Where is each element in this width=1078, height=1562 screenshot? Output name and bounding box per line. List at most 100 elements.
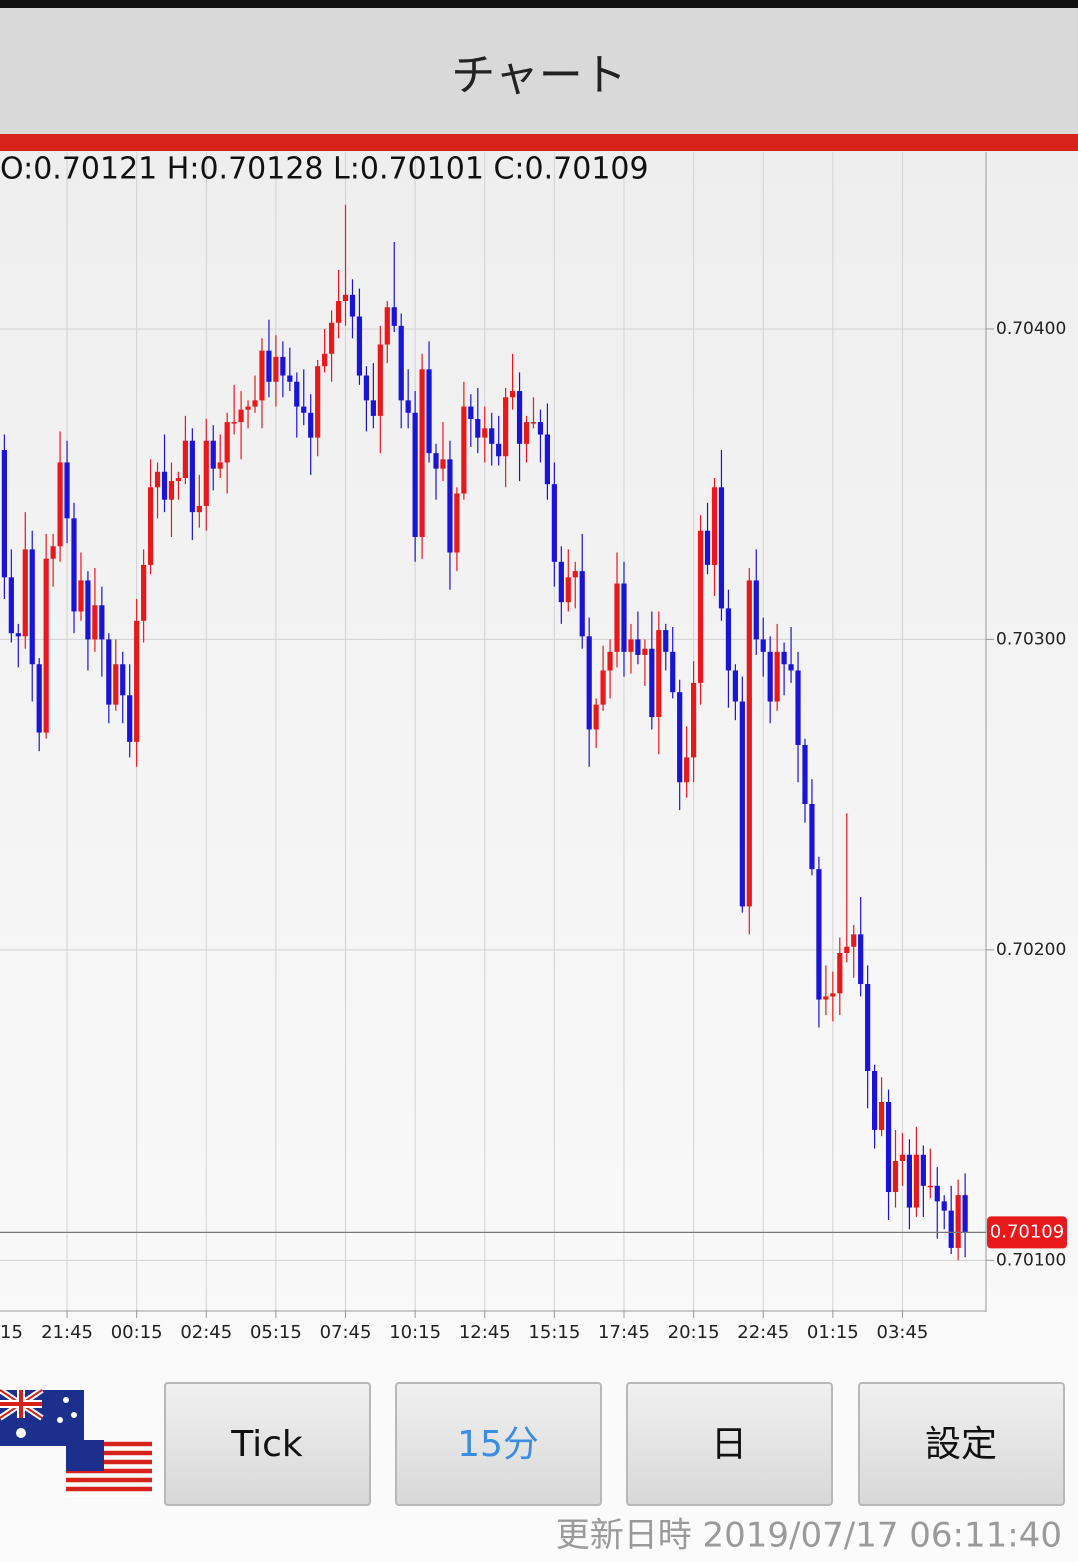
candle-body: [718, 487, 725, 609]
candle-body: [816, 869, 822, 1000]
candle-body: [537, 422, 544, 435]
candle-body: [781, 651, 787, 665]
candle-body: [335, 301, 342, 323]
candle-body: [141, 564, 147, 621]
x-tick-label: 02:45: [180, 1322, 232, 1343]
candle-body: [962, 1195, 968, 1233]
timeframe-button[interactable]: [164, 1382, 371, 1506]
candle-body: [802, 744, 808, 804]
candle-body: [872, 1070, 878, 1130]
candle-body: [175, 477, 182, 482]
candle-body: [809, 803, 815, 870]
status-strip: [0, 0, 1078, 8]
candle-body: [691, 682, 697, 758]
candle-body: [106, 639, 112, 705]
candle-body: [391, 307, 397, 326]
candle-body: [572, 571, 578, 578]
candle-body: [489, 428, 495, 444]
candle-body: [266, 350, 272, 382]
last-price-label: 0.70109: [990, 1221, 1064, 1242]
candle-body: [509, 391, 516, 398]
candle-body: [468, 406, 474, 419]
candle-body: [280, 356, 286, 376]
candle-body: [635, 639, 641, 655]
candle-body: [447, 459, 453, 553]
x-tick-label: 20:15: [668, 1322, 720, 1343]
candle-body: [182, 440, 188, 478]
candle-body: [844, 946, 850, 953]
candle-body: [412, 412, 418, 537]
x-tick-label: 15: [0, 1322, 23, 1343]
candle-body: [405, 400, 411, 413]
candle-body: [50, 546, 56, 559]
candle-body: [294, 381, 300, 407]
candle-body: [231, 422, 237, 424]
candle-body: [120, 664, 126, 696]
candle-body: [433, 453, 439, 469]
candle-body: [426, 369, 432, 454]
x-tick-label: 15:15: [528, 1322, 580, 1343]
candle-body: [454, 493, 460, 553]
candle-body: [530, 422, 537, 424]
timeframe-button[interactable]: [858, 1382, 1065, 1506]
candle-body: [99, 605, 105, 640]
candle-body: [196, 505, 202, 513]
header-title: チャート: [451, 50, 627, 101]
candle-body: [377, 344, 383, 416]
last-price-box: [987, 1216, 1067, 1249]
timeframe-button[interactable]: [626, 1382, 833, 1506]
button-label[interactable]: Tick: [230, 1424, 303, 1465]
candle-body: [496, 443, 502, 457]
y-tick-label: 0.70200: [996, 940, 1066, 960]
candle-body: [440, 459, 446, 469]
candle-body: [934, 1185, 940, 1202]
candle-body: [670, 651, 676, 693]
candle-body: [837, 952, 843, 994]
candle-body: [22, 549, 28, 637]
candle-body: [523, 422, 530, 444]
candle-body: [760, 639, 766, 652]
candle-body: [349, 294, 356, 317]
candle-body: [607, 651, 613, 671]
candle-body: [57, 462, 63, 547]
candle-body: [461, 406, 467, 494]
candle-body: [656, 630, 662, 718]
y-tick-label: 0.70100: [996, 1250, 1066, 1270]
candle-body: [551, 484, 557, 562]
candle-body: [920, 1154, 926, 1186]
ohlc-label: O:0.70121 H:0.70128 L:0.70101 C:0.70109: [0, 152, 649, 187]
x-tick-label: 10:15: [389, 1322, 441, 1343]
candle-body: [579, 571, 585, 637]
candle-body: [189, 440, 195, 513]
candle-body: [851, 934, 857, 947]
candle-body: [154, 471, 161, 488]
candle-body: [774, 651, 780, 702]
candle-body: [252, 400, 258, 407]
candle-body: [342, 294, 349, 302]
x-tick-label: 22:45: [737, 1322, 789, 1343]
candle-body: [301, 406, 307, 413]
candle-body: [830, 993, 836, 997]
candle-body: [482, 428, 488, 438]
candle-body: [29, 549, 35, 665]
candle-body: [704, 530, 711, 565]
button-label[interactable]: 設定: [925, 1424, 997, 1465]
candle-body: [516, 391, 523, 444]
candle-body: [739, 701, 745, 907]
update-time: 更新日時 2019/07/17 06:11:40: [556, 1516, 1062, 1556]
candle-body: [586, 636, 592, 730]
button-label[interactable]: 15分: [457, 1424, 539, 1465]
candle-body: [600, 670, 606, 705]
timeframe-button[interactable]: [395, 1382, 602, 1506]
x-tick-label: 01:15: [807, 1322, 859, 1343]
candle-body: [858, 934, 864, 985]
candle-body: [795, 670, 801, 745]
x-tick-label: 12:45: [459, 1322, 511, 1343]
button-label[interactable]: 日: [711, 1424, 747, 1465]
candle-body: [663, 630, 669, 652]
candle-body: [203, 440, 209, 506]
candle-body: [697, 530, 704, 683]
candle-body: [363, 375, 369, 401]
candle-body: [92, 605, 98, 640]
